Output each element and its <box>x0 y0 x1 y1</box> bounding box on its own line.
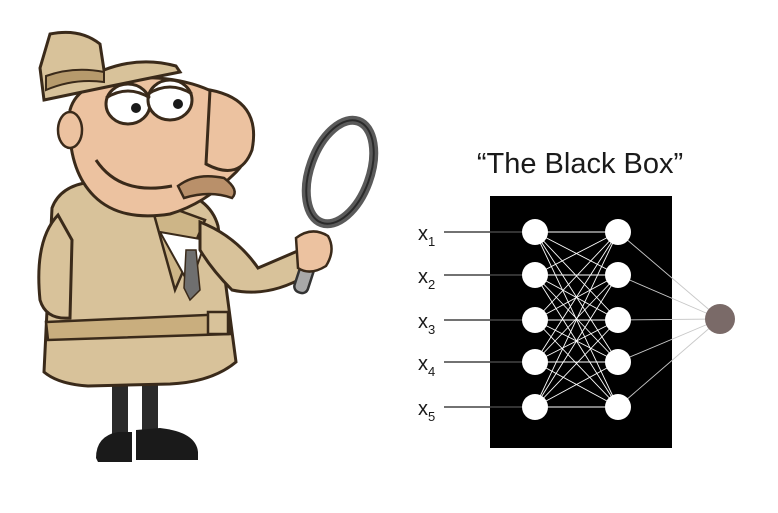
detective-nose <box>204 88 256 172</box>
black-box <box>490 196 672 448</box>
detective-mouth <box>94 159 173 190</box>
network-edge-0-4-1 <box>534 274 619 408</box>
network-edge-1-4-0 <box>617 318 721 408</box>
node-layer1-1 <box>522 219 548 245</box>
detective-left-pupil <box>131 103 141 113</box>
detective-ear <box>56 110 84 150</box>
detective-mustache <box>176 175 236 200</box>
network-edge-1-3-0 <box>617 318 721 363</box>
detective-belt-buckle <box>206 310 230 336</box>
network-edge-0-2-0 <box>534 231 619 321</box>
detective-tie <box>183 249 201 302</box>
network-edge-1-1-0 <box>617 274 721 320</box>
detective-hat <box>38 30 183 102</box>
node-layer2-3 <box>605 307 631 333</box>
input-label-5: x5 <box>418 398 435 424</box>
node-layer2-5 <box>605 394 631 420</box>
input-label-4: x4 <box>418 353 435 379</box>
detective-hand <box>294 230 333 273</box>
network-edge-1-2-0 <box>617 318 721 321</box>
node-layer2-4 <box>605 349 631 375</box>
detective-belt <box>44 312 232 342</box>
detective-left-arm <box>37 212 74 320</box>
network-nodes <box>522 219 735 420</box>
detective-left-shoe <box>96 432 132 462</box>
input-labels: x1 x2 x3 x4 x5 <box>418 223 435 424</box>
node-layer2-1 <box>605 219 631 245</box>
input-label-1: x1 <box>418 223 435 249</box>
network-edge-0-3-0 <box>534 231 619 363</box>
input-label-3: x3 <box>418 311 435 337</box>
node-layer1-3 <box>522 307 548 333</box>
input-lines <box>444 231 522 408</box>
node-layer1-4 <box>522 349 548 375</box>
network-edge-0-4-0 <box>534 231 619 408</box>
network-edge-0-4-3 <box>534 361 619 408</box>
node-layer1-5 <box>522 394 548 420</box>
detective-right-pupil <box>173 99 183 109</box>
detective-hat-band <box>45 68 105 92</box>
detective-right-arm <box>198 219 308 294</box>
detective-eyelids <box>105 85 193 100</box>
diagram-title: “The Black Box” <box>477 148 683 180</box>
network-edges <box>534 231 721 408</box>
network-edge-1-0-0 <box>617 231 721 320</box>
input-label-2: x2 <box>418 266 435 292</box>
output-node <box>705 304 735 334</box>
node-layer1-2 <box>522 262 548 288</box>
detective-right-shoe <box>136 428 198 460</box>
network-edge-0-1-0 <box>534 231 619 276</box>
detective-illustration <box>37 30 379 462</box>
node-layer2-2 <box>605 262 631 288</box>
network-edge-0-4-2 <box>534 319 619 408</box>
